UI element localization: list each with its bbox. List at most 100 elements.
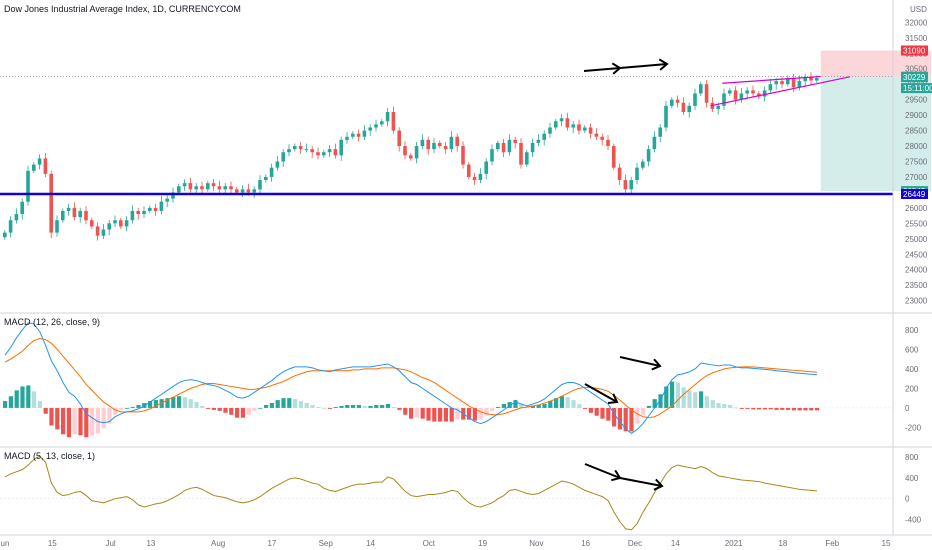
candle-body[interactable] xyxy=(641,161,645,168)
macd1-histogram-bar[interactable] xyxy=(148,401,153,408)
candle-body[interactable] xyxy=(786,78,790,85)
macd1-histogram-bar[interactable] xyxy=(153,400,158,408)
macd-pane-12-26[interactable] xyxy=(0,322,893,438)
macd2-line[interactable] xyxy=(4,455,818,531)
candle-body[interactable] xyxy=(148,207,152,211)
candle-body[interactable] xyxy=(583,127,587,131)
candle-body[interactable] xyxy=(182,183,187,187)
candle-body[interactable] xyxy=(455,136,459,147)
trendline-lower[interactable] xyxy=(710,76,850,107)
candle-body[interactable] xyxy=(791,78,796,88)
candle-body[interactable] xyxy=(670,99,674,106)
macd1-histogram-bar[interactable] xyxy=(211,407,216,410)
macd1-histogram-bar[interactable] xyxy=(577,404,582,408)
candle-body[interactable] xyxy=(652,136,657,150)
candle-body[interactable] xyxy=(762,90,767,97)
candle-body[interactable] xyxy=(467,164,471,177)
candle-body[interactable] xyxy=(124,220,129,227)
candle-body[interactable] xyxy=(588,127,593,134)
candle-body[interactable] xyxy=(414,146,419,159)
macd1-histogram-bar[interactable] xyxy=(699,391,704,408)
macd1-histogram-bar[interactable] xyxy=(269,403,274,408)
macd1-histogram-bar[interactable] xyxy=(745,407,750,409)
candle-body[interactable] xyxy=(530,142,535,153)
macd1-histogram-bar[interactable] xyxy=(380,404,385,408)
candle-body[interactable] xyxy=(339,139,343,156)
macd1-histogram-bar[interactable] xyxy=(728,404,733,408)
candle-body[interactable] xyxy=(704,84,709,103)
macd1-histogram-bar[interactable] xyxy=(635,407,640,424)
candle-body[interactable] xyxy=(356,133,361,137)
macd1-histogram-bar[interactable] xyxy=(658,394,663,408)
macd1-histogram-bar[interactable] xyxy=(513,400,518,408)
candle-body[interactable] xyxy=(409,155,413,159)
macd1-histogram-bar[interactable] xyxy=(536,404,541,408)
macd1-histogram-bar[interactable] xyxy=(641,407,646,415)
macd1-histogram-bar[interactable] xyxy=(704,396,709,408)
macd1-histogram-bar[interactable] xyxy=(565,397,570,408)
macd1-histogram-bar[interactable] xyxy=(246,407,251,415)
candle-body[interactable] xyxy=(240,189,245,193)
candle-body[interactable] xyxy=(142,210,146,215)
candle-body[interactable] xyxy=(525,152,529,165)
macd1-histogram-bar[interactable] xyxy=(414,407,419,418)
macd1-histogram-bar[interactable] xyxy=(8,396,13,408)
macd1-histogram-bar[interactable] xyxy=(815,407,820,411)
candle-body[interactable] xyxy=(577,124,581,131)
candle-body[interactable] xyxy=(612,146,616,168)
macd1-histogram-bar[interactable] xyxy=(600,407,605,419)
candle-body[interactable] xyxy=(565,118,570,128)
candle-body[interactable] xyxy=(194,186,198,190)
macd1-histogram-bar[interactable] xyxy=(791,407,796,411)
candle-body[interactable] xyxy=(385,112,390,122)
macd1-histogram-bar[interactable] xyxy=(484,407,489,416)
candle-body[interactable] xyxy=(32,164,36,171)
macd1-histogram-bar[interactable] xyxy=(206,407,211,409)
candle-body[interactable] xyxy=(716,105,720,109)
candle-body[interactable] xyxy=(119,220,123,227)
candle-body[interactable] xyxy=(646,149,651,162)
macd1-histogram-bar[interactable] xyxy=(26,385,31,408)
macd1-histogram-bar[interactable] xyxy=(455,407,460,420)
macd1-histogram-bar[interactable] xyxy=(443,407,448,422)
candle-body[interactable] xyxy=(391,112,396,131)
candle-body[interactable] xyxy=(90,220,94,227)
arrow-macd2-a[interactable] xyxy=(584,463,621,479)
macd1-histogram-bar[interactable] xyxy=(119,407,124,410)
macd1-histogram-bar[interactable] xyxy=(583,407,588,409)
candle-body[interactable] xyxy=(281,152,285,162)
candle-body[interactable] xyxy=(675,99,680,103)
candle-body[interactable] xyxy=(554,121,558,128)
candle-body[interactable] xyxy=(809,77,813,81)
macd1-histogram-bar[interactable] xyxy=(548,401,553,408)
macd1-histogram-bar[interactable] xyxy=(95,407,100,434)
candle-body[interactable] xyxy=(380,121,384,125)
candle-body[interactable] xyxy=(397,130,401,147)
candle-body[interactable] xyxy=(107,223,111,230)
macd1-histogram-bar[interactable] xyxy=(177,396,182,408)
macd1-histogram-bar[interactable] xyxy=(786,407,791,410)
macd1-histogram-bar[interactable] xyxy=(229,407,234,415)
macd1-histogram-bar[interactable] xyxy=(542,404,547,408)
macd1-histogram-bar[interactable] xyxy=(809,407,814,411)
macd1-histogram-bar[interactable] xyxy=(90,407,95,436)
candle-body[interactable] xyxy=(20,201,24,215)
candle-body[interactable] xyxy=(722,93,726,106)
candle-body[interactable] xyxy=(61,210,65,221)
arrow-price-2-head[interactable] xyxy=(658,58,669,71)
macd1-histogram-bar[interactable] xyxy=(293,399,298,408)
candle-body[interactable] xyxy=(206,183,210,190)
macd1-histogram-bar[interactable] xyxy=(333,406,338,408)
macd1-histogram-bar[interactable] xyxy=(78,407,83,436)
macd1-histogram-bar[interactable] xyxy=(327,407,332,409)
candle-body[interactable] xyxy=(617,167,622,181)
macd1-histogram-bar[interactable] xyxy=(693,392,698,408)
arrow-price-2[interactable] xyxy=(619,63,668,69)
macd1-histogram-bar[interactable] xyxy=(780,407,785,410)
candle-body[interactable] xyxy=(327,149,332,153)
candle-body[interactable] xyxy=(8,220,13,233)
candle-body[interactable] xyxy=(84,210,88,221)
candle-body[interactable] xyxy=(258,180,262,190)
macd1-histogram-bar[interactable] xyxy=(362,405,367,408)
macd-pane-5-13[interactable] xyxy=(0,455,893,531)
